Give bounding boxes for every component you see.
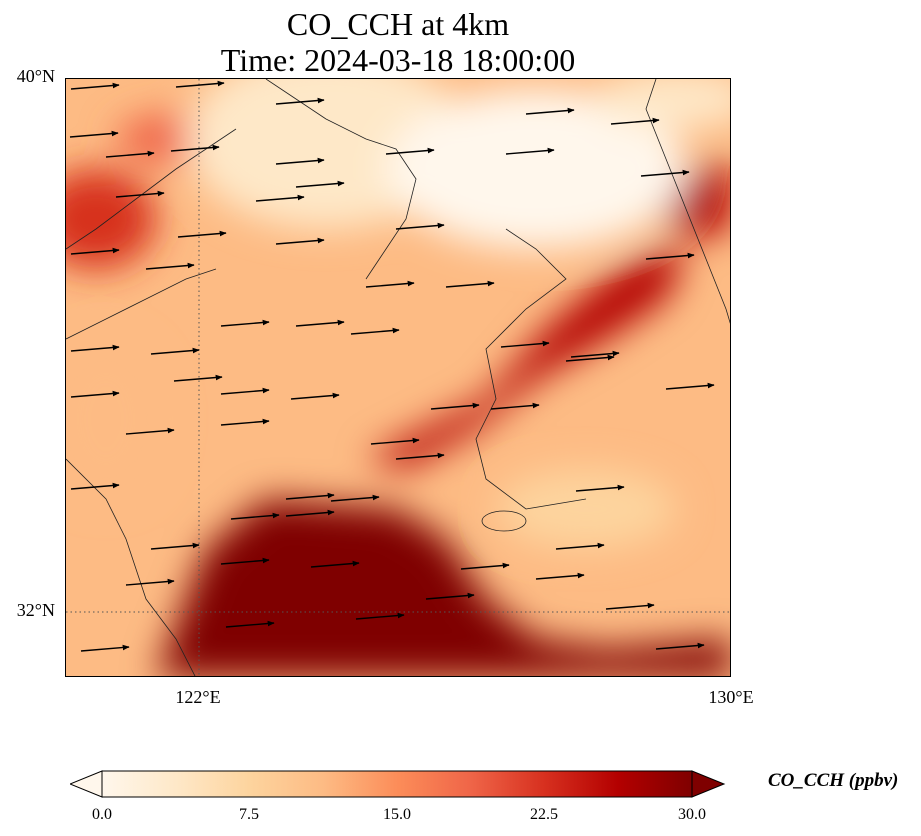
map-title: CO_CCH at 4km: [286, 6, 510, 42]
lat-label-32n: 32°N: [16, 600, 55, 620]
colorbar-tick-15: 15.0: [383, 806, 411, 823]
map-subtitle-time: Time: 2024-03-18 18:00:00: [220, 42, 576, 78]
colorbar-tick-30: 30.0: [678, 806, 706, 823]
colorbar-gradient: [101, 770, 693, 798]
lon-label-130e: 130°E: [708, 687, 754, 707]
colorbar-tick-7-5: 7.5: [239, 806, 259, 823]
lon-label-122e: 122°E: [175, 687, 221, 707]
colorbar-tick-0: 0.0: [92, 806, 112, 823]
colorbar-extend-min: [70, 770, 103, 798]
map-panel[interactable]: [65, 78, 731, 677]
colorbar-tick-22-5: 22.5: [530, 806, 558, 823]
colorbar-extend-max: [691, 770, 726, 798]
colorbar: [70, 770, 726, 798]
map-canvas: [66, 79, 730, 676]
lat-label-40n: 40°N: [16, 66, 55, 86]
colorbar-label: CO_CCH (ppbv): [768, 770, 899, 791]
